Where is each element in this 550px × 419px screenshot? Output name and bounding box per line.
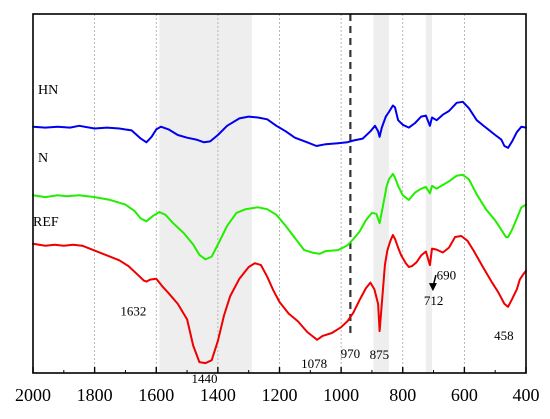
series-line-ref — [32, 234, 527, 365]
series-label-hn: HN — [38, 83, 58, 98]
shaded-band-1 — [159, 14, 252, 373]
x-tick-label-1800: 1800 — [77, 385, 113, 405]
peak-label-1632: 1632 — [120, 304, 146, 319]
peak-label-690: 690 — [437, 268, 457, 283]
x-tick-label-1000: 1000 — [323, 385, 359, 405]
x-tick-label-800: 800 — [389, 385, 416, 405]
shaded-band-2 — [373, 14, 389, 373]
annotation-arrowhead-712 — [428, 283, 437, 292]
x-tick-label-600: 600 — [451, 385, 478, 405]
x-tick-label-1400: 1400 — [200, 385, 236, 405]
x-tick-label-400: 400 — [513, 385, 540, 405]
x-tick-label-1600: 1600 — [138, 385, 174, 405]
x-tick-label-1200: 1200 — [262, 385, 298, 405]
peak-label-1078: 1078 — [301, 356, 327, 371]
peak-label-875: 875 — [370, 347, 390, 362]
series-lines — [32, 100, 527, 365]
shaded-bands — [159, 14, 433, 373]
peak-annotations: 1632 1440 1078 875 712 690 458 — [120, 268, 513, 387]
axes: 2000 1800 1600 1400 1200 1000 800 600 400 — [15, 13, 540, 405]
peak-label-458: 458 — [494, 328, 513, 343]
series-label-ref: REF — [33, 215, 59, 230]
series-line-hn — [32, 100, 527, 149]
peak-label-712: 712 — [424, 293, 444, 308]
reference-line-label: 970 — [341, 346, 361, 361]
series-name-labels: HN N REF — [33, 83, 59, 230]
x-tick-label-2000: 2000 — [15, 385, 51, 405]
peak-label-1440: 1440 — [192, 371, 218, 386]
series-line-n — [32, 172, 527, 261]
series-label-n: N — [38, 151, 48, 166]
reference-line-layer: 970 — [341, 14, 361, 361]
